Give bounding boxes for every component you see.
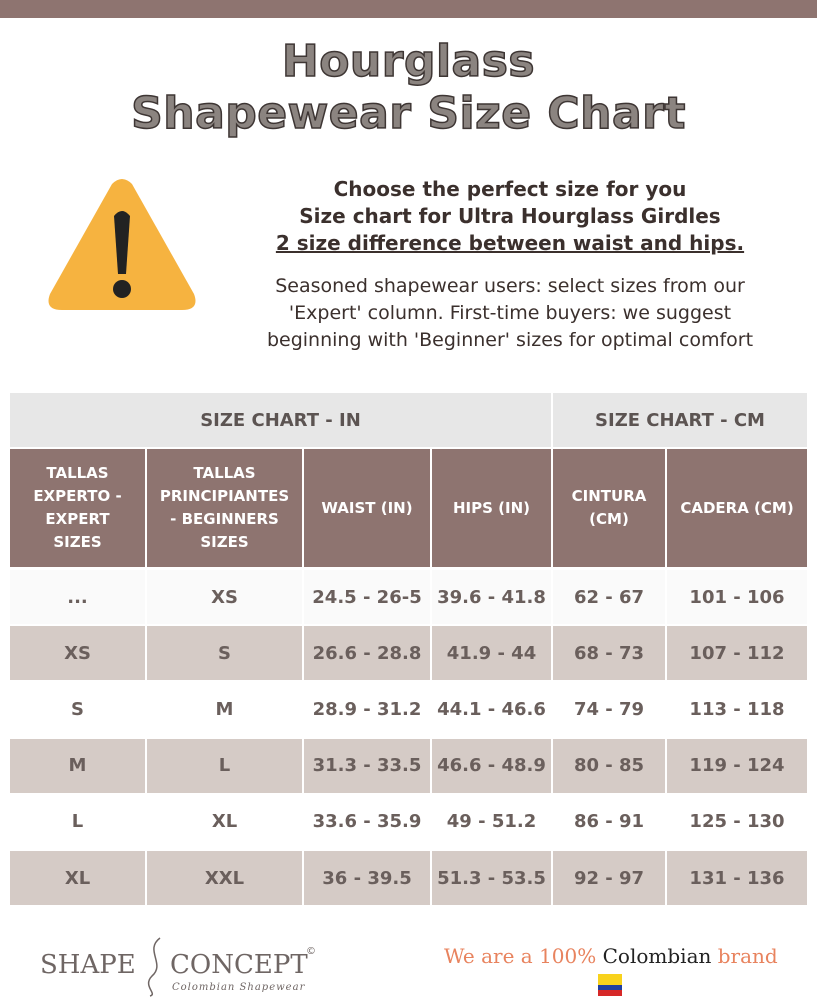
copyright: © <box>306 946 316 957</box>
intro-text: 'Expert' column. First-time buyers: we s… <box>288 302 732 324</box>
column-header: HIPS (IN) <box>432 449 551 567</box>
table-cell: 62 - 67 <box>553 570 665 624</box>
group-header: SIZE CHART - IN <box>10 393 551 447</box>
column-header: CINTURA (CM) <box>553 449 665 567</box>
intro-text: Seasoned shapewear users: select sizes f… <box>275 275 745 297</box>
intro-text: beginning with 'Beginner' sizes for opti… <box>266 329 754 351</box>
table-cell: L <box>10 794 145 849</box>
table-cell: 24.5 - 26-5 <box>304 570 430 624</box>
warning-icon <box>48 179 196 310</box>
table-cell: 68 - 73 <box>553 626 665 681</box>
column-header: WAIST (IN) <box>304 449 430 567</box>
table-cell: 33.6 - 35.9 <box>304 794 430 849</box>
brand-tagline: Colombian Shapewear <box>172 982 306 993</box>
brand-swirl <box>147 937 161 997</box>
table-cell: XS <box>147 570 302 624</box>
table-cell: XL <box>147 794 302 849</box>
table-cell: 39.6 - 41.8 <box>432 570 551 624</box>
table-cell: 92 - 97 <box>553 851 665 905</box>
table-cell: 101 - 106 <box>667 570 807 624</box>
table-cell: S <box>10 682 145 737</box>
group-header: SIZE CHART - CM <box>553 393 807 447</box>
brand-right: CONCEPT <box>170 950 308 980</box>
table-cell: ... <box>10 570 145 624</box>
intro-heading: Choose the perfect size for you <box>333 177 687 201</box>
column-header: TALLAS EXPERTO - EXPERT SIZES <box>10 449 145 567</box>
table-cell: 119 - 124 <box>667 738 807 793</box>
brand-left: SHAPE <box>40 950 136 980</box>
table-cell: 107 - 112 <box>667 626 807 681</box>
table-cell: 125 - 130 <box>667 794 807 849</box>
slogan: We are a 100% Colombian brand <box>444 944 778 968</box>
flag <box>598 974 622 996</box>
table-cell: 36 - 39.5 <box>304 851 430 905</box>
table-cell: XS <box>10 626 145 681</box>
table-cell: S <box>147 626 302 681</box>
table-cell: 26.6 - 28.8 <box>304 626 430 681</box>
table-cell: 74 - 79 <box>553 682 665 737</box>
table-cell: L <box>147 738 302 793</box>
column-header: TALLAS PRINCIPIANTES - BEGINNERS SIZES <box>147 449 302 567</box>
slogan-part: We are a 100% <box>444 944 597 968</box>
slogan-part: brand <box>717 944 778 968</box>
intro-heading: Size chart for Ultra Hourglass Girdles <box>299 204 721 228</box>
table-cell: 86 - 91 <box>553 794 665 849</box>
table-cell: 31.3 - 33.5 <box>304 738 430 793</box>
table-cell: 80 - 85 <box>553 738 665 793</box>
table-cell: 44.1 - 46.6 <box>432 682 551 737</box>
table-cell: 41.9 - 44 <box>432 626 551 681</box>
slogan-part: Colombian <box>602 944 712 968</box>
table-cell: 51.3 - 53.5 <box>432 851 551 905</box>
table-cell: 131 - 136 <box>667 851 807 905</box>
top-bar <box>0 0 817 18</box>
table-cell: XL <box>10 851 145 905</box>
table-cell: M <box>147 682 302 737</box>
title: Hourglass <box>281 35 536 88</box>
table-cell: XXL <box>147 851 302 905</box>
title: Shapewear Size Chart <box>130 87 686 140</box>
table-cell: 46.6 - 48.9 <box>432 738 551 793</box>
table-cell: 28.9 - 31.2 <box>304 682 430 737</box>
column-header: CADERA (CM) <box>667 449 807 567</box>
table-cell: M <box>10 738 145 793</box>
table-cell: 49 - 51.2 <box>432 794 551 849</box>
table-cell: 113 - 118 <box>667 682 807 737</box>
intro-heading: 2 size difference between waist and hips… <box>275 231 745 255</box>
